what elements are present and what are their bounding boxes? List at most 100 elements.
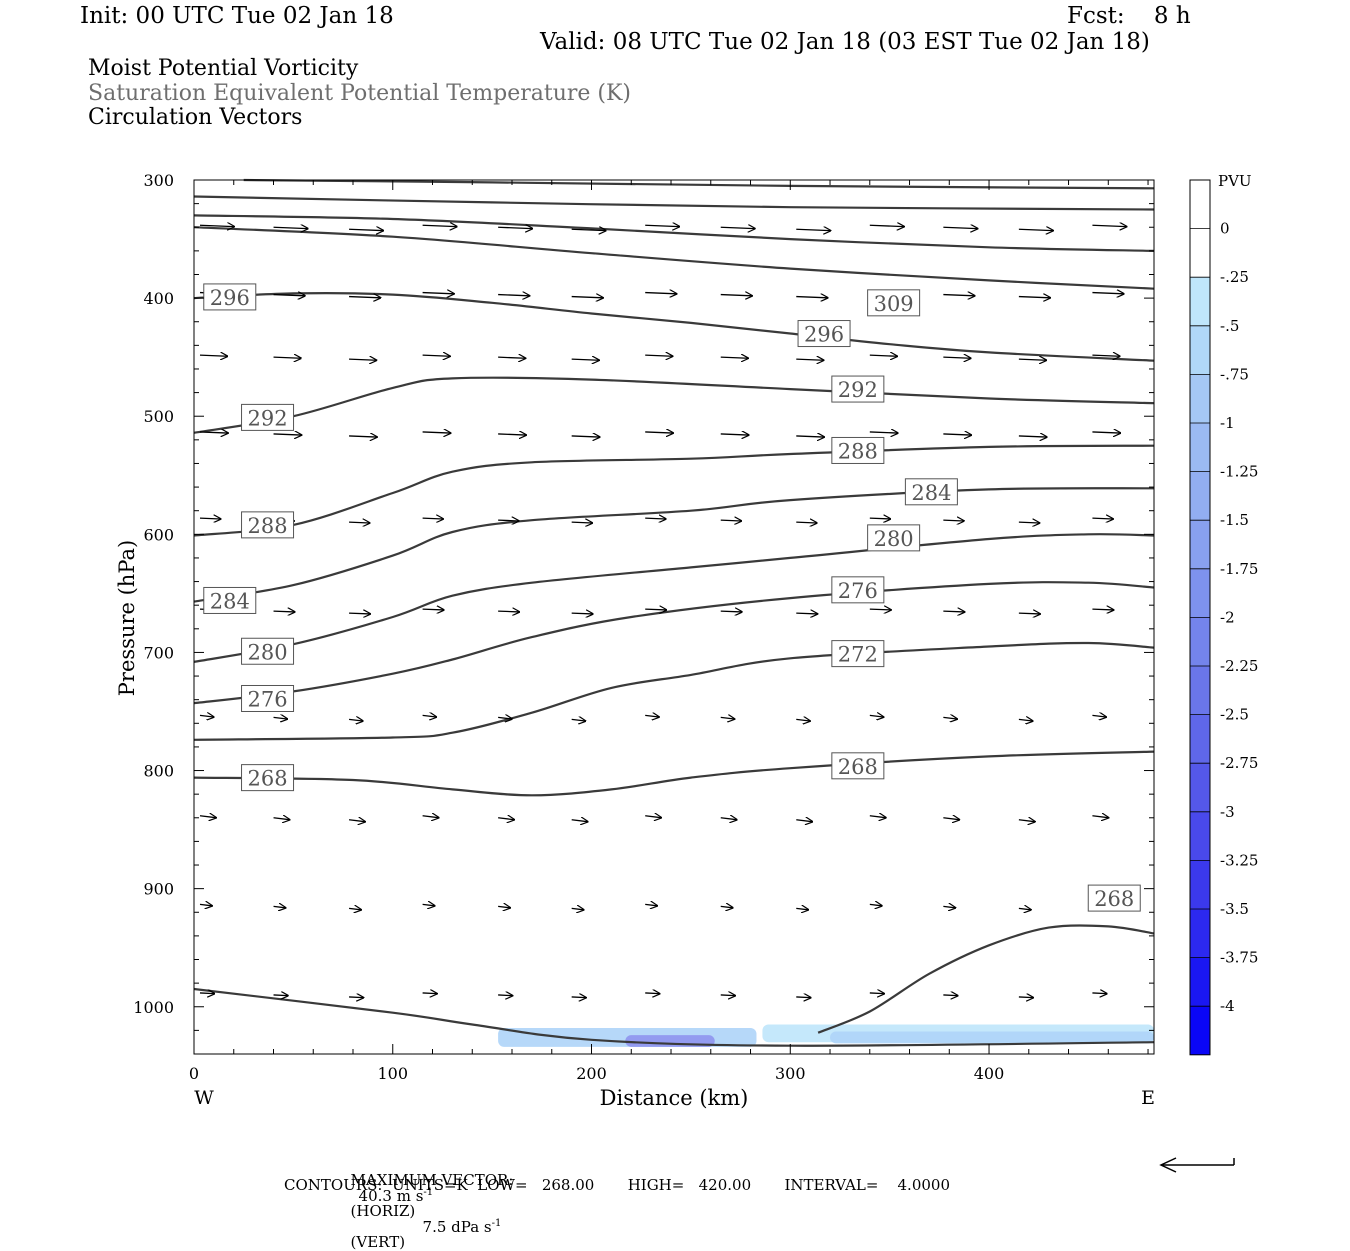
contour-label-box [797, 320, 851, 348]
colorbar-label: -2 [1220, 608, 1235, 626]
contour-label: 292 [838, 378, 878, 402]
axes: 300 400 500 600 700 800 900 1000 0 100 200 300 400 [133, 171, 1154, 1083]
circulation-vector [720, 295, 752, 296]
plot-frame [193, 179, 1155, 1055]
circulation-vector [571, 908, 584, 909]
circulation-vector [796, 997, 810, 998]
circulation-vector [199, 993, 214, 994]
colorbar-label: -1.5 [1220, 511, 1249, 529]
max-vector-label: MAXIMUM VECTOR: [350, 1171, 514, 1189]
circulation-vector [571, 436, 600, 437]
circulation-vector [1018, 297, 1050, 298]
contour-label: 309 [874, 292, 914, 316]
circulation-vector [1092, 518, 1112, 519]
circulation-vector [571, 522, 592, 523]
circulation-vector [422, 904, 435, 905]
colorbar-label: -1 [1220, 414, 1235, 432]
colorbar-label: -3.25 [1220, 851, 1258, 869]
circulation-vector [796, 820, 812, 822]
reference-vector-arrow [1159, 1157, 1235, 1173]
colorbar-label: -3.5 [1220, 900, 1249, 918]
circulation-vector [199, 715, 214, 717]
circulation-vector [571, 719, 586, 721]
colorbar-swatch [1190, 617, 1210, 666]
theta-contour-line [193, 750, 1155, 797]
circulation-vector [869, 904, 882, 905]
x-axis-label: Distance (km) [600, 1086, 749, 1110]
circulation-vector [498, 357, 525, 358]
y-tick-label: 500 [143, 407, 174, 426]
circulation-vector [720, 717, 735, 719]
contour-label: 280 [247, 640, 287, 664]
x-tick-label: 0 [189, 1064, 199, 1083]
circulation-vector [199, 904, 212, 905]
contour-label-box [241, 637, 295, 665]
circulation-vector [720, 227, 755, 228]
circulation-vector [1018, 436, 1047, 437]
contour-label: 276 [838, 579, 878, 603]
theta-contour-line [193, 226, 1155, 290]
circulation-vector [273, 611, 295, 612]
circulation-vector [199, 518, 220, 519]
circulation-vector [645, 293, 676, 294]
circulation-vector [422, 518, 443, 519]
colorbar-label: -2.25 [1220, 657, 1258, 675]
colorbar-swatch [1190, 666, 1210, 715]
colorbar-swatch [1190, 374, 1210, 423]
contour-label: 296 [804, 323, 844, 347]
contour-label-box [241, 511, 295, 539]
colorbar-label: -.25 [1220, 268, 1249, 286]
circulation-vector [943, 357, 970, 358]
circulation-vector [796, 297, 827, 298]
circulation-vector [348, 908, 361, 909]
colorbar-unit: PVU [1218, 172, 1252, 190]
y-tick-label: 900 [143, 880, 174, 899]
colorbar-label: -4 [1220, 997, 1235, 1015]
circulation-vector [498, 227, 532, 228]
theta-contours [193, 178, 1155, 1047]
colorbar-swatch [1190, 957, 1210, 1007]
circulation-vector [273, 717, 288, 719]
theta-contour-line [193, 487, 1155, 603]
circulation-vector [720, 611, 742, 612]
theta-contour-line [193, 214, 1155, 252]
circulation-vector [645, 518, 665, 519]
pv-shading [498, 1024, 1154, 1047]
circulation-vector [1092, 225, 1126, 226]
contour-label: 296 [210, 286, 250, 310]
contour-label-box [203, 283, 257, 311]
circulation-vector [1092, 993, 1106, 994]
circulation-vector [349, 997, 363, 998]
colorbar-swatch [1190, 909, 1210, 958]
circulation-vector [273, 434, 302, 435]
y-tick-label: 300 [143, 171, 174, 190]
circulation-vector [498, 611, 519, 612]
circulation-vector [869, 993, 884, 994]
circulation-vector [498, 995, 512, 996]
circulation-vector [1018, 997, 1033, 998]
contour-label-box [904, 478, 958, 506]
circulation-vector [645, 904, 657, 905]
theta-contour-line [193, 581, 1155, 705]
circulation-vector [498, 818, 514, 820]
colorbar-label: -2.75 [1220, 754, 1258, 772]
colorbar-label: -.75 [1220, 365, 1249, 383]
circulation-vector [422, 609, 444, 610]
colorbar-swatch [1190, 423, 1210, 472]
field-title-theta: Saturation Equivalent Potential Temperat… [88, 81, 631, 106]
circulation-vector [273, 227, 308, 228]
circulation-vector [498, 906, 510, 907]
circulation-vector [796, 522, 816, 523]
circulation-vector [720, 520, 741, 521]
contour-label-box [1087, 884, 1141, 912]
colorbar-label: 0 [1220, 220, 1230, 238]
contour-label: 268 [1094, 887, 1134, 911]
circulation-vector [869, 609, 891, 610]
circulation-vector [645, 225, 679, 226]
contour-labels: 296 309 296 292 292 288 288 284 284 280 280 276 276 2… [203, 283, 1141, 912]
circulation-vector [1092, 609, 1113, 610]
colorbar-swatch [1190, 520, 1210, 569]
contour-label-box [241, 764, 295, 792]
colorbar-swatch [1190, 180, 1210, 229]
circulation-vector [199, 432, 228, 433]
